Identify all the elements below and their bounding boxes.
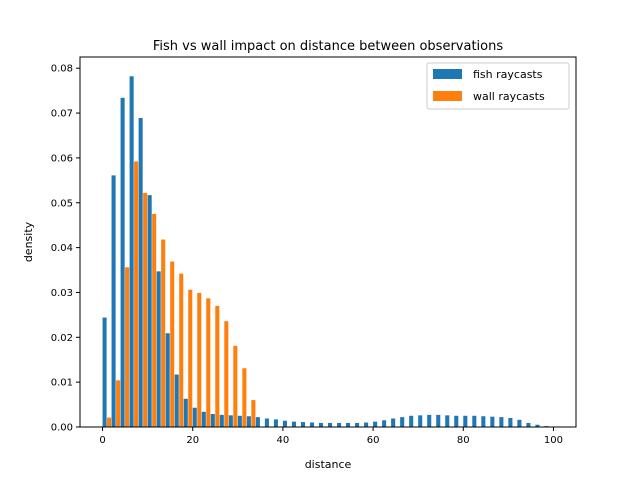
- bar-fish-6: [156, 271, 161, 427]
- y-axis-ticks: 0.00 0.01 0.02 0.03 0.04 0.05 0.06 0.07 0.08: [51, 64, 80, 434]
- y-tick-label: 0.05: [51, 198, 73, 209]
- bar-wall-10: [197, 292, 202, 427]
- x-tick-label: 40: [277, 435, 290, 446]
- y-tick-label: 0.06: [51, 153, 73, 164]
- legend-label-wall: wall raycasts: [473, 90, 545, 103]
- bar-fish-26: [337, 422, 342, 427]
- x-axis-label: distance: [305, 458, 352, 471]
- bar-fish-20: [282, 420, 287, 427]
- bar-fish-32: [391, 418, 396, 427]
- chart-title: Fish vs wall impact on distance between …: [153, 39, 503, 54]
- legend-swatch-wall: [433, 91, 462, 101]
- y-tick-label: 0.03: [51, 288, 73, 299]
- bar-wall-6: [161, 239, 166, 427]
- x-tick-label: 80: [457, 435, 470, 446]
- bar-fish-5: [147, 195, 152, 427]
- bar-fish-33: [400, 417, 405, 427]
- bar-fish-35: [418, 415, 423, 427]
- bar-fish-13: [219, 414, 224, 427]
- bar-wall-16: [251, 400, 256, 427]
- bar-fish-36: [427, 414, 432, 427]
- bar-fish-38: [445, 415, 450, 427]
- bar-fish-2: [120, 97, 125, 427]
- y-tick-label: 0.08: [51, 64, 73, 75]
- bar-fish-28: [355, 422, 360, 427]
- bar-fish-4: [138, 117, 143, 428]
- bar-wall-11: [206, 298, 211, 427]
- y-axis-label: density: [22, 221, 35, 262]
- bar-wall-0: [107, 417, 112, 427]
- bar-wall-7: [170, 261, 175, 427]
- bar-wall-12: [215, 305, 220, 427]
- bar-fish-30: [373, 421, 378, 427]
- bar-fish-17: [255, 417, 260, 427]
- bar-fish-11: [201, 411, 206, 427]
- bar-fish-19: [273, 419, 278, 427]
- y-tick-label: 0.02: [51, 333, 73, 344]
- bar-fish-47: [526, 422, 531, 427]
- bar-fish-29: [364, 422, 369, 427]
- bar-fish-18: [264, 418, 269, 427]
- bar-fish-39: [454, 415, 459, 427]
- bar-fish-14: [228, 415, 233, 427]
- bar-wall-9: [188, 289, 193, 427]
- bar-fish-7: [165, 333, 170, 427]
- bar-fish-16: [246, 416, 251, 427]
- bar-fish-12: [210, 413, 215, 427]
- bar-fish-24: [318, 422, 324, 427]
- bar-fish-15: [237, 415, 242, 427]
- legend-box: [426, 62, 570, 110]
- x-tick-label: 0: [99, 435, 105, 446]
- bar-fish-0: [102, 317, 107, 427]
- bar-fish-3: [129, 76, 134, 427]
- bar-fish-43: [490, 416, 495, 427]
- bar-fish-23: [309, 422, 315, 427]
- bar-fish-21: [291, 421, 296, 427]
- bar-fish-40: [463, 415, 468, 427]
- x-tick-label: 60: [367, 435, 380, 446]
- bar-fish-31: [382, 420, 387, 427]
- bar-wall-14: [233, 345, 238, 427]
- bar-wall-2: [125, 267, 130, 427]
- legend-swatch-fish: [433, 69, 462, 79]
- bar-fish-37: [436, 414, 441, 427]
- x-axis-ticks: 0 20 40 60 80 100: [99, 427, 563, 446]
- bar-fish-9: [183, 398, 188, 427]
- y-tick-label: 0.04: [51, 243, 73, 254]
- bar-wall-1: [116, 380, 121, 427]
- bar-fish-45: [508, 418, 513, 427]
- x-tick-label: 100: [544, 435, 563, 446]
- x-tick-label: 20: [186, 435, 199, 446]
- bar-wall-15: [242, 368, 247, 427]
- bar-fish-34: [409, 415, 414, 427]
- bar-wall-3: [134, 161, 139, 427]
- bar-fish-41: [472, 415, 477, 427]
- bar-fish-1: [111, 175, 116, 427]
- plot-frame: [79, 56, 577, 428]
- bar-fish-10: [192, 407, 197, 427]
- bar-fish-44: [499, 417, 504, 427]
- bar-fish-8: [174, 374, 179, 427]
- bars-group: [102, 76, 549, 428]
- bar-wall-8: [179, 273, 184, 427]
- bar-fish-48: [535, 424, 540, 427]
- bar-fish-46: [517, 419, 522, 427]
- y-tick-label: 0.00: [51, 423, 73, 434]
- bar-fish-42: [481, 416, 486, 427]
- y-tick-label: 0.07: [51, 109, 73, 120]
- legend-label-fish: fish raycasts: [473, 68, 543, 81]
- bar-fish-22: [300, 422, 306, 427]
- bar-fish-25: [328, 422, 333, 427]
- y-tick-label: 0.01: [51, 378, 73, 389]
- bar-fish-27: [346, 422, 351, 427]
- bar-wall-4: [143, 192, 148, 427]
- bar-wall-5: [152, 213, 157, 427]
- bar-wall-13: [224, 321, 229, 427]
- legend: fish raycasts wall raycasts: [426, 62, 570, 110]
